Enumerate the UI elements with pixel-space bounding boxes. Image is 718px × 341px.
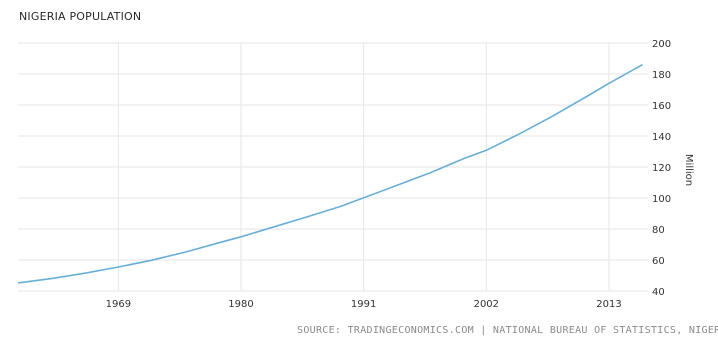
source-note: SOURCE: TRADINGECONOMICS.COM | NATIONAL … — [297, 325, 718, 336]
series-line-population — [17, 64, 643, 284]
y-tick-label: 120 — [652, 163, 671, 174]
y-tick-label: 100 — [652, 194, 671, 205]
y-tick-label: 160 — [652, 101, 671, 112]
y-axis-ticks: 40 60 80 100 120 140 160 180 200 — [652, 39, 671, 298]
x-axis-ticks: 1969 1980 1991 2002 2013 — [106, 299, 622, 310]
y-tick-label: 40 — [652, 287, 665, 298]
y-tick-label: 80 — [652, 225, 665, 236]
x-tick-label: 1980 — [228, 299, 253, 310]
x-tick-label: 1991 — [351, 299, 376, 310]
x-tick-label: 1969 — [106, 299, 131, 310]
y-axis-label: Million — [683, 154, 694, 186]
chart-title: NIGERIA POPULATION — [19, 10, 142, 23]
series-layer — [17, 64, 643, 284]
x-tick-label: 2002 — [474, 299, 499, 310]
y-tick-label: 60 — [652, 256, 665, 267]
x-tick-label: 2013 — [596, 299, 621, 310]
y-tick-label: 140 — [652, 132, 671, 143]
y-tick-label: 200 — [652, 39, 671, 50]
grid-lines — [18, 42, 648, 292]
y-tick-label: 180 — [652, 70, 671, 81]
